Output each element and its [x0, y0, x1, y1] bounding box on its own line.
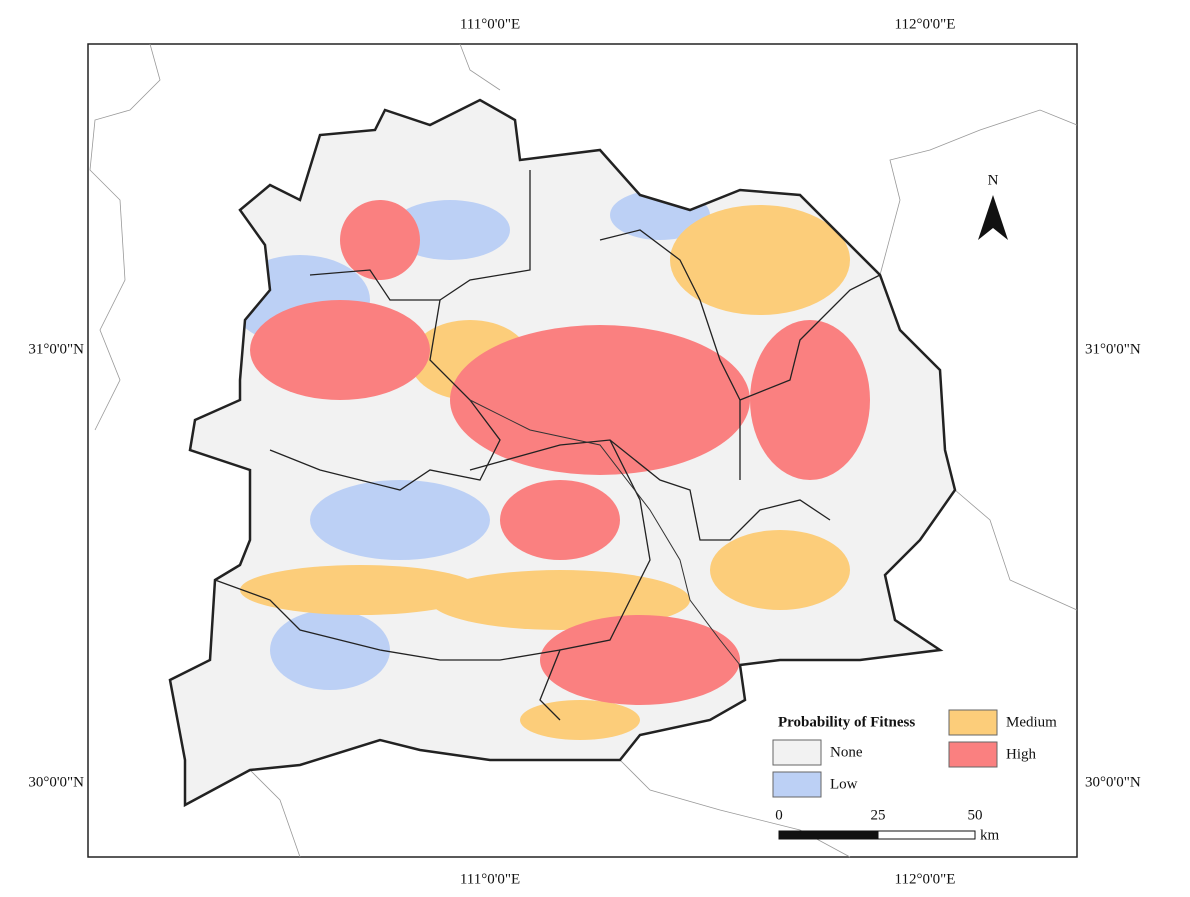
legend: None Low Medium High — [772, 709, 1057, 798]
graticule-label: 112°0'0"E — [895, 871, 956, 887]
suitability-patch — [250, 300, 430, 400]
north-label: N — [988, 172, 999, 188]
suitability-patch — [500, 480, 620, 560]
legend-swatch — [948, 709, 998, 736]
suitability-patch — [450, 325, 750, 475]
suitability-patch — [710, 530, 850, 610]
legend-swatch — [772, 739, 822, 766]
legend-label: High — [1006, 746, 1037, 762]
graticule-label: 31°0'0"N — [1085, 341, 1141, 357]
suitability-patch — [240, 565, 480, 615]
graticule-label: 112°0'0"E — [895, 16, 956, 32]
legend-label: Medium — [1006, 714, 1057, 730]
north-arrow: N — [978, 172, 1008, 240]
scale-bar: 0 25 50 km — [775, 807, 999, 843]
graticule-label: 30°0'0"N — [28, 774, 84, 790]
graticule-label: 111°0'0"E — [460, 16, 520, 32]
scale-label: 0 — [775, 807, 783, 823]
graticule-label: 30°0'0"N — [1085, 774, 1141, 790]
region-outline — [168, 98, 957, 808]
legend-swatch — [948, 741, 998, 768]
legend-swatch — [772, 771, 822, 798]
suitability-patch — [390, 200, 510, 260]
suitability-patch — [540, 615, 740, 705]
suitability-patch — [670, 205, 850, 315]
suitability-patch — [750, 320, 870, 480]
legend-label: None — [830, 744, 863, 760]
scale-unit: km — [980, 827, 1000, 843]
river — [469, 399, 741, 666]
legend-title: Probability of Fitness — [778, 714, 915, 730]
suitability-patch — [340, 200, 420, 280]
suitability-patch — [270, 610, 390, 690]
suitability-patch — [520, 700, 640, 740]
graticule-label: 111°0'0"E — [460, 871, 520, 887]
legend-label: Low — [830, 776, 858, 792]
suitability-patch — [310, 480, 490, 560]
graticule-label: 31°0'0"N — [28, 341, 84, 357]
suitability-patch — [430, 570, 690, 630]
scale-label: 50 — [968, 807, 983, 823]
district-boundaries — [214, 170, 881, 721]
scale-label: 25 — [871, 807, 886, 823]
